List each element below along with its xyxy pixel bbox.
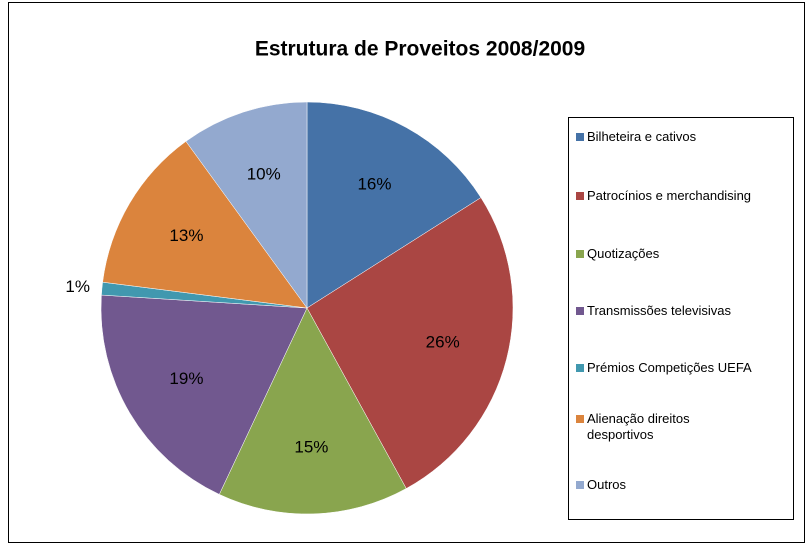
legend-swatch xyxy=(576,307,584,315)
legend-swatch xyxy=(576,481,584,489)
data-label: 13% xyxy=(169,226,203,245)
legend-item: Outros xyxy=(576,477,788,493)
legend-swatch xyxy=(576,250,584,258)
legend-label: Transmissões televisivas xyxy=(587,303,732,318)
legend-label: Alienação direitos desportivos xyxy=(587,411,690,442)
legend-swatch xyxy=(576,415,584,423)
legend-swatch xyxy=(576,133,584,141)
pie-slice xyxy=(100,294,308,495)
legend-item: Prémios Competições UEFA xyxy=(576,360,788,376)
legend: Bilheteira e cativos Patrocínios e mercha… xyxy=(568,117,794,520)
legend-label: Quotizações xyxy=(587,246,660,261)
legend-item: Bilheteira e cativos xyxy=(576,129,788,145)
legend-item: Alienação direitos desportivos xyxy=(576,411,788,443)
pie-slice xyxy=(218,307,407,515)
legend-swatch xyxy=(576,364,584,372)
data-label: 15% xyxy=(294,437,328,456)
pie-slice xyxy=(185,101,308,309)
chart-title: Estrutura de Proveitos 2008/2009 xyxy=(255,38,585,61)
data-label: 19% xyxy=(169,369,203,388)
legend-item: Patrocínios e merchandising xyxy=(576,188,788,204)
pie-slice xyxy=(102,140,308,309)
data-label: 10% xyxy=(247,164,281,183)
data-label: 26% xyxy=(426,332,460,351)
legend-swatch xyxy=(576,192,584,200)
legend-label: Bilheteira e cativos xyxy=(587,129,697,144)
data-label: 1% xyxy=(65,277,90,296)
legend-label: Outros xyxy=(587,477,627,492)
legend-label: Prémios Competições UEFA xyxy=(587,360,752,375)
legend-item: Quotizações xyxy=(576,246,788,262)
legend-item: Transmissões televisivas xyxy=(576,303,788,319)
data-label: 16% xyxy=(357,175,391,194)
pie-slice xyxy=(306,101,482,309)
legend-label: Patrocínios e merchandising xyxy=(587,188,752,203)
pie-slice xyxy=(306,197,514,489)
